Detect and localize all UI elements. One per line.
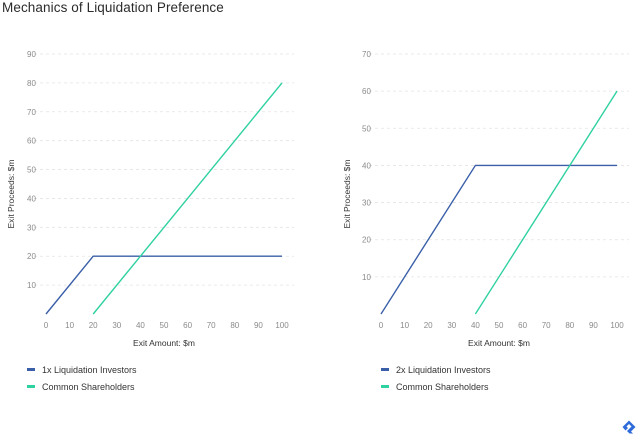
x-tick-label: 60 <box>183 321 192 330</box>
legend-label: 1x Liquidation Investors <box>42 364 137 375</box>
x-tick-label: 30 <box>447 321 456 330</box>
x-tick-label: 20 <box>89 321 98 330</box>
chart-left: 10 20 30 40 50 60 70 80 90 0 10 20 30 40 50 60 70 80 90 100… <box>6 50 294 348</box>
chart-right: 10 20 30 40 50 60 70 0 10 20 30 40 50 60 70 80 90 100 Exit… <box>342 50 629 348</box>
series-line-investors <box>45 255 282 315</box>
y-axis-label: Exit Proceeds: $m <box>6 160 16 229</box>
x-tick-label: 80 <box>565 321 574 330</box>
legend-item-investors: 2x Liquidation Investors <box>381 361 491 378</box>
legend-label: 2x Liquidation Investors <box>396 364 491 375</box>
y-tick-label: 30 <box>362 199 371 208</box>
x-tick-label: 40 <box>136 321 145 330</box>
legend-swatch <box>381 368 389 371</box>
x-tick-label: 30 <box>112 321 121 330</box>
x-tick-label: 40 <box>471 321 480 330</box>
series-line-common <box>474 90 618 315</box>
x-tick-label: 90 <box>254 321 263 330</box>
y-tick-label: 30 <box>27 223 36 232</box>
legend-item-common: Common Shareholders <box>381 378 491 395</box>
y-tick-label: 20 <box>362 236 371 245</box>
legend-left: 1x Liquidation Investors Common Sharehol… <box>27 361 137 395</box>
y-tick-label: 60 <box>27 137 36 146</box>
x-tick-label: 0 <box>379 321 384 330</box>
series-line-common <box>92 82 283 315</box>
legend-item-common: Common Shareholders <box>27 378 137 395</box>
x-tick-label: 50 <box>160 321 169 330</box>
y-tick-label: 50 <box>362 124 371 133</box>
y-tick-label: 40 <box>362 161 371 170</box>
legend-right: 2x Liquidation Investors Common Sharehol… <box>381 361 491 395</box>
y-tick-label: 20 <box>27 252 36 261</box>
x-tick-label: 60 <box>518 321 527 330</box>
x-tick-label: 100 <box>275 321 289 330</box>
x-tick-label: 50 <box>495 321 504 330</box>
x-axis-label: Exit Amount: $m <box>468 338 530 348</box>
legend-label: Common Shareholders <box>396 381 489 392</box>
x-tick-label: 90 <box>589 321 598 330</box>
legend-label: Common Shareholders <box>42 381 135 392</box>
y-tick-label: 40 <box>27 194 36 203</box>
y-axis-label: Exit Proceeds: $m <box>342 160 352 229</box>
x-tick-label: 0 <box>44 321 49 330</box>
y-tick-label: 70 <box>27 108 36 117</box>
page-title: Mechanics of Liquidation Preference <box>2 0 224 15</box>
x-tick-label: 70 <box>207 321 216 330</box>
toptal-logo-icon <box>622 420 636 434</box>
y-tick-label: 70 <box>362 50 371 59</box>
x-axis-label: Exit Amount: $m <box>133 338 195 348</box>
x-tick-label: 80 <box>230 321 239 330</box>
y-tick-label: 60 <box>362 87 371 96</box>
y-tick-label: 80 <box>27 79 36 88</box>
y-tick-label: 10 <box>27 281 36 290</box>
x-tick-label: 70 <box>542 321 551 330</box>
legend-swatch <box>27 385 35 388</box>
x-tick-label: 20 <box>424 321 433 330</box>
y-tick-label: 10 <box>362 273 371 282</box>
y-tick-label: 90 <box>27 50 36 59</box>
x-tick-label: 10 <box>65 321 74 330</box>
x-tick-label: 10 <box>400 321 409 330</box>
x-tick-label: 100 <box>610 321 624 330</box>
legend-swatch <box>27 368 35 371</box>
legend-swatch <box>381 385 389 388</box>
legend-item-investors: 1x Liquidation Investors <box>27 361 137 378</box>
y-tick-label: 50 <box>27 166 36 175</box>
